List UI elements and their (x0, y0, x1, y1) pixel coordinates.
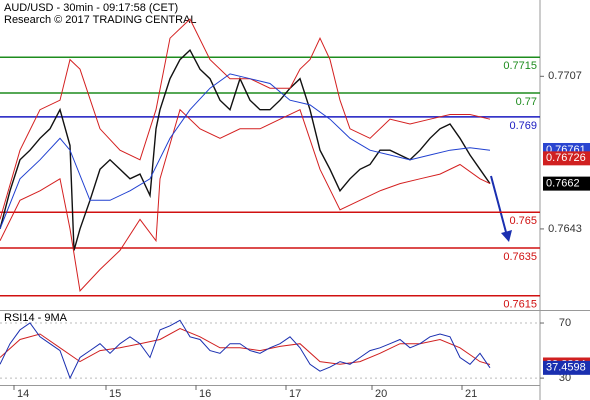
value-box (543, 176, 590, 191)
x-tick-label: 20 (375, 388, 387, 400)
x-tick-label: 15 (109, 388, 121, 400)
level-label: 0.77 (516, 96, 537, 108)
chart-title: AUD/USD - 30min - 09:17:58 (CET) (4, 2, 178, 14)
level-label: 0.7615 (503, 299, 537, 311)
value-box-label: 37.4598 (546, 362, 586, 374)
y-tick-label: 0.7643 (548, 223, 582, 235)
chart-subtitle: Research © 2017 TRADING CENTRAL (4, 14, 197, 26)
series-line (0, 48, 491, 251)
series-line (0, 18, 491, 220)
value-box (543, 151, 590, 166)
series-line (0, 319, 491, 380)
y-tick-label: 0.7707 (548, 70, 582, 82)
series-line (0, 327, 491, 365)
value-box-label: 0.7662 (546, 178, 580, 190)
series-line (0, 108, 491, 292)
value-box-label: 0.76726 (546, 152, 586, 164)
value-box (543, 360, 590, 375)
x-tick-label: 21 (465, 388, 477, 400)
x-tick-label: 16 (199, 388, 211, 400)
panel-title: RSI14 - 9MA (4, 312, 68, 324)
x-tick-label: 14 (17, 388, 29, 400)
x-tick-label: 17 (289, 388, 301, 400)
level-label: 0.765 (509, 215, 537, 227)
arrow (490, 175, 508, 237)
level-label: 0.7635 (503, 251, 537, 263)
y-tick-label: 30 (559, 372, 571, 384)
y-tick-label: 70 (559, 317, 571, 329)
series-line (0, 73, 491, 230)
arrow-head (501, 230, 512, 242)
level-label: 0.769 (509, 120, 537, 132)
level-label: 0.7715 (503, 60, 537, 72)
